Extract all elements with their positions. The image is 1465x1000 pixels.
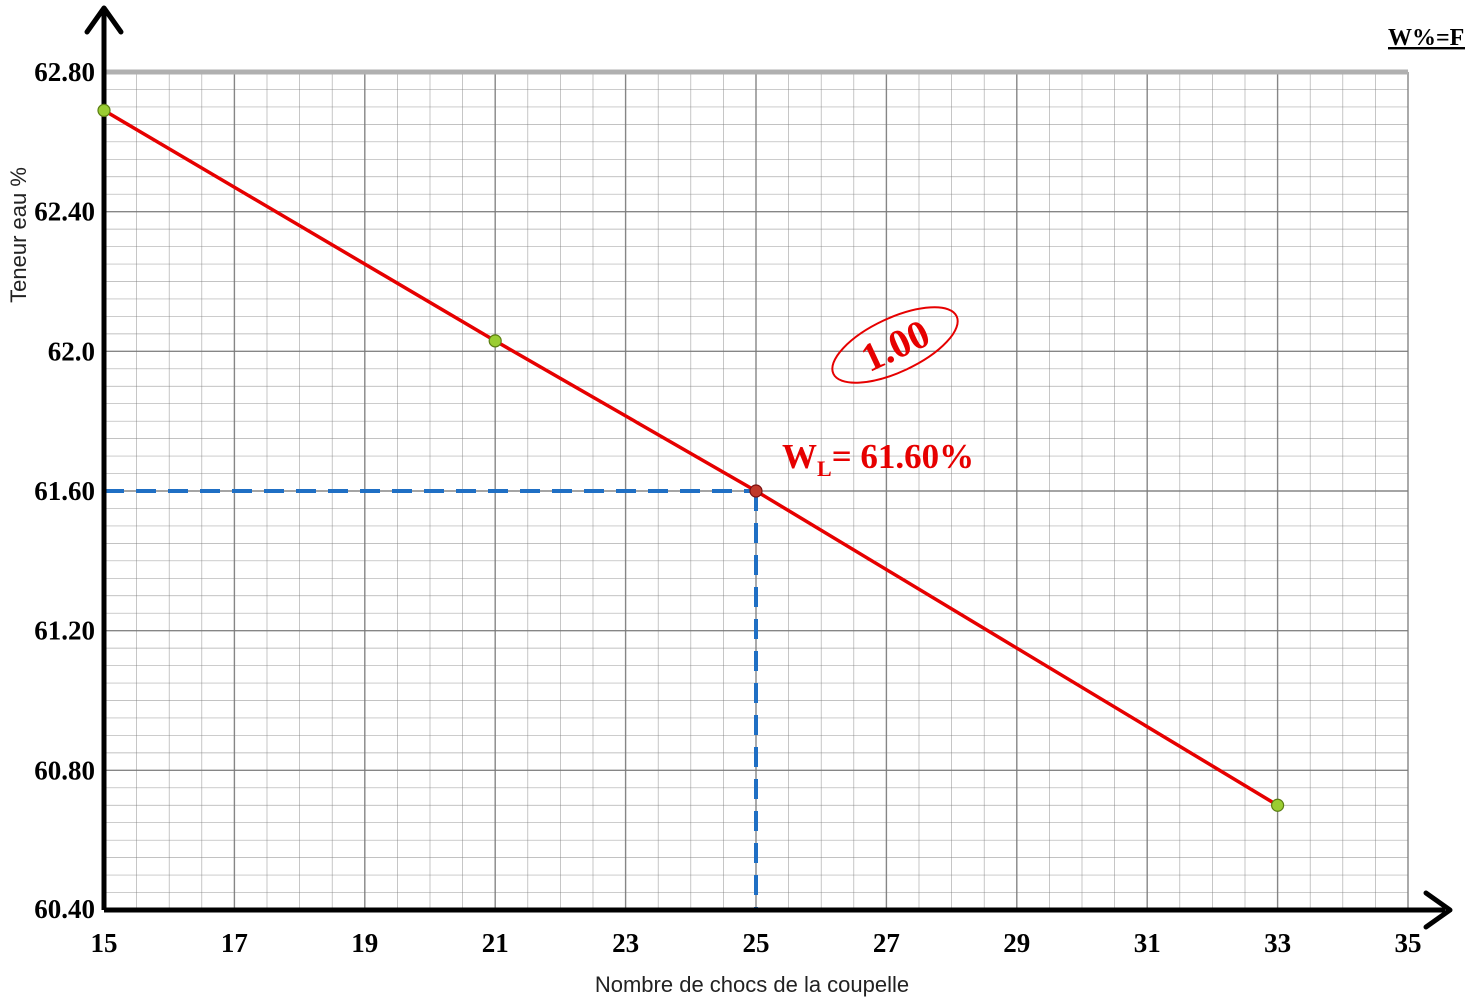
y-axis-label: Teneur eau % xyxy=(6,167,31,303)
stamp: 1.00 xyxy=(831,306,959,384)
y-tick-label: 62.80 xyxy=(34,57,95,87)
highlight-point xyxy=(749,484,763,498)
x-tick-label: 29 xyxy=(1003,928,1030,958)
wl-label: WL= 61.60% xyxy=(782,437,974,481)
y-tick-label: 62.40 xyxy=(34,197,95,227)
axes xyxy=(84,5,1453,930)
data-point xyxy=(97,103,111,118)
y-tick-label: 60.80 xyxy=(34,755,95,785)
x-tick-label: 15 xyxy=(91,928,118,958)
stamp-text: 1.00 xyxy=(854,310,936,380)
y-tick-label: 61.60 xyxy=(34,476,95,506)
y-tick-label: 62.0 xyxy=(48,336,95,366)
chart-title: منحنى حد السيولة W%=F (N) xyxy=(1388,25,1465,52)
stamp-ellipse xyxy=(831,306,959,384)
x-tick-label: 25 xyxy=(743,928,770,958)
x-axis-label: Nombre de chocs de la coupelle xyxy=(595,972,909,997)
x-tick-label: 31 xyxy=(1134,928,1161,958)
y-tick-label: 60.40 xyxy=(34,894,95,924)
x-tick-label: 27 xyxy=(873,928,900,958)
highlight-guides xyxy=(104,489,758,910)
x-tick-label: 35 xyxy=(1395,928,1422,958)
wl-prefix: W xyxy=(782,437,817,476)
series-line xyxy=(103,108,1279,807)
x-tick-label: 23 xyxy=(612,928,639,958)
x-tick-label: 19 xyxy=(351,928,378,958)
x-tick-label: 17 xyxy=(221,928,248,958)
data-point xyxy=(1270,798,1285,812)
data-point xyxy=(488,334,502,348)
y-tick-label: 61.20 xyxy=(34,616,95,646)
x-tick-label: 21 xyxy=(482,928,509,958)
wl-value: = 61.60% xyxy=(832,437,974,476)
x-tick-label: 33 xyxy=(1264,928,1291,958)
wl-subscript: L xyxy=(817,456,832,481)
x-axis-arrow xyxy=(1423,890,1453,930)
y-axis-arrow xyxy=(84,5,124,35)
tick-labels: 15 17 19 21 23 25 27 29 31 33 35 60.40 60.80 61.20 61.… xyxy=(34,57,1421,958)
series xyxy=(97,103,1285,812)
